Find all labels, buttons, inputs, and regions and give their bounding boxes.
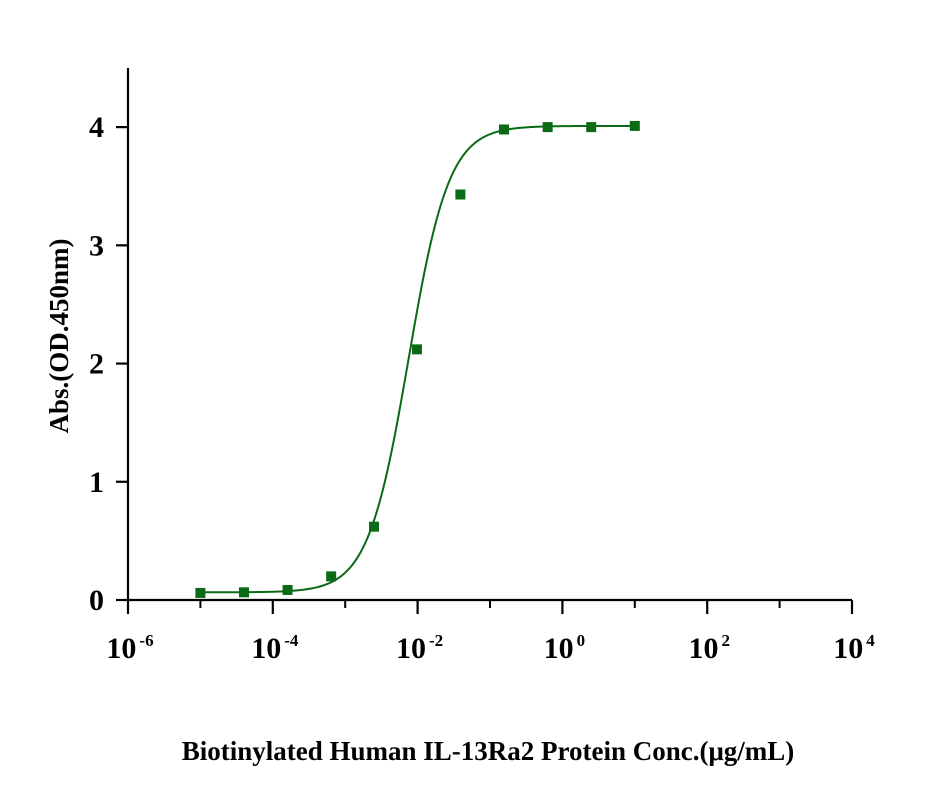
data-point [411, 344, 422, 355]
x-tick-label: 10 0 [544, 631, 586, 665]
fit-curve [200, 124, 635, 594]
y-tick-label: 2 [89, 348, 104, 381]
data-point [326, 571, 337, 582]
data-point [629, 120, 640, 131]
data-point [282, 584, 293, 595]
y-tick-label: 0 [89, 584, 104, 617]
axes [126, 68, 852, 602]
y-axis-title: Abs.(OD.450nm) [44, 238, 74, 433]
y-tick-label: 4 [89, 111, 104, 144]
data-point [455, 189, 466, 200]
x-tick-label: 10 2 [688, 631, 730, 665]
x-tick-label: 10 -2 [396, 631, 443, 665]
data-point [498, 124, 509, 135]
x-tick-label: 10 -4 [251, 631, 299, 665]
y-tick-label: 3 [89, 229, 104, 262]
data-points [195, 120, 640, 598]
x-tick-label: 10 -6 [106, 631, 153, 665]
x-axis-title: Biotinylated Human IL-13Ra2 Protein Conc… [182, 736, 795, 766]
y-tick-label: 1 [89, 466, 104, 499]
data-point [195, 587, 206, 598]
data-point [238, 587, 249, 598]
fit-curve-layer [200, 124, 635, 594]
y-ticks: 0 1 2 3 4 [89, 111, 128, 617]
x-tick-label: 10 4 [833, 631, 875, 665]
x-ticks: 10 -6 10 -4 10 -2 10 0 10 2 10 4 [106, 600, 875, 665]
data-point [586, 122, 597, 133]
data-point [542, 122, 553, 133]
data-point [369, 521, 380, 532]
